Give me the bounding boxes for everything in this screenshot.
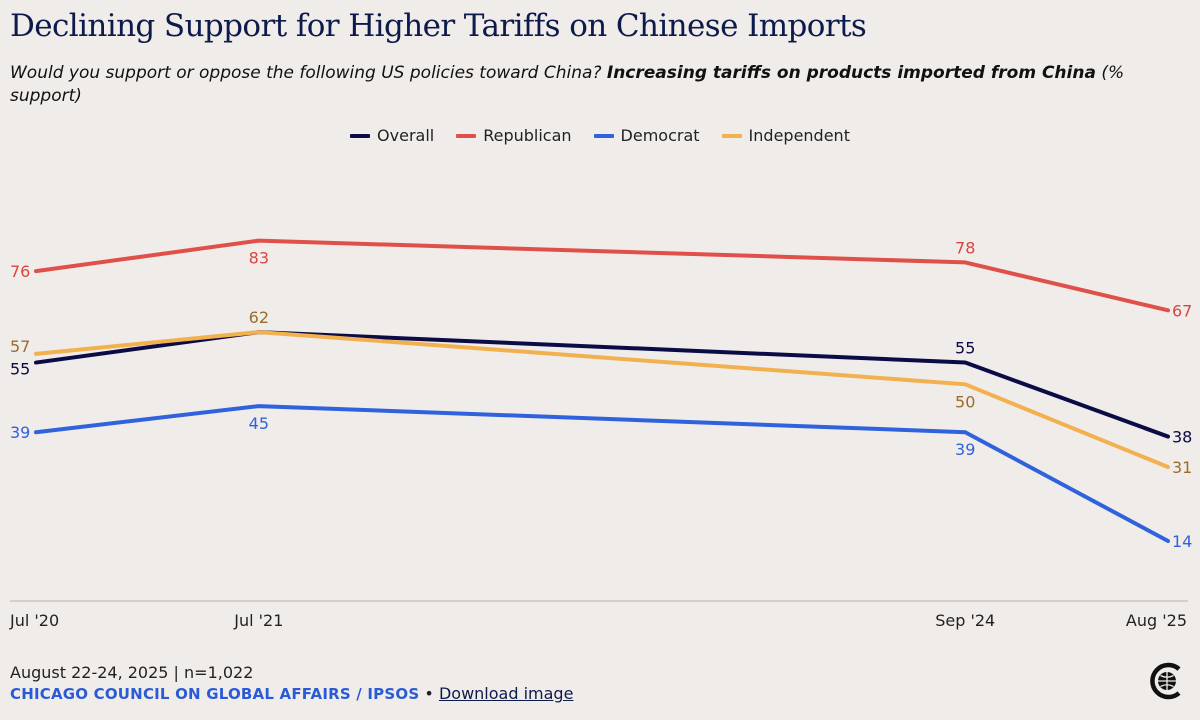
chart-subtitle: Would you support or oppose the followin… [10, 62, 1185, 108]
legend-item-independent: Independent [721, 126, 850, 145]
source-line: CHICAGO COUNCIL ON GLOBAL AFFAIRS / IPSO… [10, 684, 573, 703]
source-separator: • [424, 684, 434, 703]
x-tick-label-jul-21: Jul '21 [233, 611, 283, 630]
data-label-independent-jul-21: 62 [249, 308, 269, 327]
chart-legend: Overall Republican Democrat Independent [0, 126, 1200, 145]
data-label-republican-jul-21: 83 [249, 249, 269, 268]
data-label-republican-sep-24: 78 [955, 238, 975, 257]
data-label-democrat-jul-20: 39 [10, 423, 30, 442]
legend-item-democrat: Democrat [593, 126, 700, 145]
legend-swatch-overall [350, 133, 371, 138]
legend-swatch-independent [721, 133, 742, 138]
series-line-republican [34, 238, 1170, 313]
legend-swatch-republican [456, 133, 477, 138]
x-tick-label-aug-25: Aug '25 [1126, 611, 1187, 630]
survey-date-sample: August 22-24, 2025 | n=1,022 [10, 663, 254, 682]
data-label-overall-sep-24: 55 [955, 339, 975, 358]
legend-item-republican: Republican [456, 126, 572, 145]
legend-swatch-democrat [593, 133, 614, 138]
data-label-democrat-aug-25: 14 [1172, 532, 1192, 551]
unit-text: (% support) [10, 63, 1125, 106]
download-image-link[interactable]: Download image [438, 684, 574, 703]
series-line-independent [34, 330, 1170, 470]
legend-label-overall: Overall [377, 126, 435, 145]
legend-label-independent: Independent [748, 126, 850, 145]
x-tick-label-sep-24: Sep '24 [935, 611, 995, 630]
survey-question: Would you support or oppose the followin… [10, 63, 602, 83]
data-label-independent-jul-20: 57 [10, 337, 30, 356]
data-label-overall-jul-20: 55 [10, 360, 30, 379]
series-line-democrat [34, 404, 1170, 544]
data-label-republican-aug-25: 67 [1172, 301, 1192, 320]
data-label-independent-aug-25: 31 [1172, 458, 1192, 477]
data-label-republican-jul-20: 76 [10, 262, 30, 281]
legend-label-republican: Republican [483, 126, 572, 145]
data-label-independent-sep-24: 50 [955, 392, 975, 411]
council-logo-icon [1150, 662, 1181, 700]
data-label-democrat-sep-24: 39 [955, 440, 975, 459]
x-tick-label-jul-20: Jul '20 [9, 611, 59, 630]
policy-text: Increasing tariffs on products imported … [606, 63, 1096, 83]
legend-item-overall: Overall [350, 126, 434, 145]
chart-title: Declining Support for Higher Tariffs on … [10, 8, 867, 44]
legend-label-democrat: Democrat [620, 126, 700, 145]
series-line-overall [34, 330, 1170, 439]
data-label-overall-aug-25: 38 [1172, 428, 1192, 447]
source-org: CHICAGO COUNCIL ON GLOBAL AFFAIRS / IPSO… [10, 685, 420, 703]
data-label-democrat-jul-21: 45 [249, 414, 269, 433]
